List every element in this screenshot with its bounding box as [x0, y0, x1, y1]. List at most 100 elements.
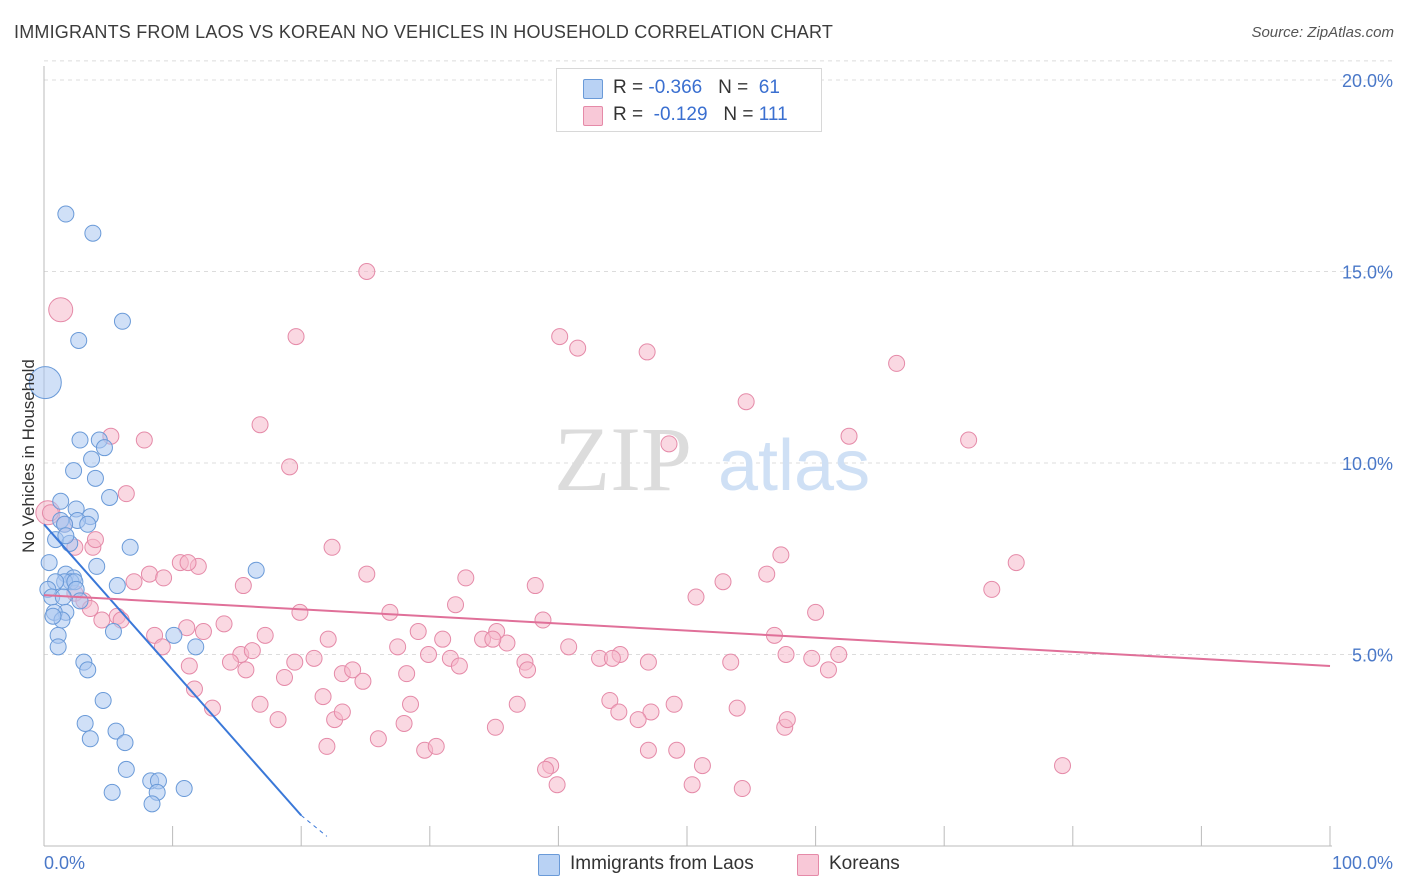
korean-point: [683, 776, 701, 794]
y-tick-label: 10.0%: [1342, 454, 1393, 474]
korean-point: [687, 588, 705, 606]
laos-point: [121, 538, 139, 556]
korean-point: [251, 695, 269, 713]
laos-point: [101, 488, 119, 506]
laos-point: [143, 795, 161, 813]
x-tick-label: 0.0%: [44, 853, 85, 873]
laos-point: [57, 205, 75, 223]
korean-point: [180, 657, 198, 675]
laos-point: [94, 691, 112, 709]
korean-point: [251, 416, 269, 434]
legend-text-laos: R = -0.366 N = 61: [613, 77, 780, 99]
korean-point: [638, 343, 656, 361]
korean-point: [140, 565, 158, 583]
laos-point: [71, 431, 89, 449]
korean-point: [333, 703, 351, 721]
legend: R = -0.366 N = 61 R = -0.129 N = 111: [556, 68, 822, 132]
y-tick-label: 20.0%: [1342, 71, 1393, 91]
legend-r-value: -0.129: [653, 104, 708, 125]
laos-points: [28, 205, 265, 813]
korean-point: [537, 760, 555, 778]
korean-point: [287, 328, 305, 346]
laos-point: [57, 527, 75, 545]
korean-point: [291, 603, 309, 621]
korean-point: [629, 711, 647, 729]
laos-point: [71, 592, 89, 610]
legend-n-label: N =: [723, 104, 759, 125]
korean-point: [660, 435, 678, 453]
korean-point: [358, 263, 376, 280]
korean-point: [194, 623, 212, 641]
korean-point: [155, 569, 173, 587]
korean-point: [642, 703, 660, 721]
source-label: Source: ZipAtlas.com: [1251, 24, 1394, 41]
laos-point: [49, 638, 67, 656]
laos-point: [104, 623, 122, 641]
korean-point: [569, 339, 587, 357]
legend-text-koreans: R = -0.129 N = 111: [613, 104, 788, 126]
laos-point: [81, 730, 99, 748]
laos-point: [70, 331, 88, 349]
korean-point: [803, 649, 821, 667]
korean-trend-line: [43, 594, 1331, 667]
korean-point: [526, 577, 544, 595]
korean-point: [153, 638, 171, 656]
korean-point: [125, 573, 143, 591]
korean-point: [737, 393, 755, 411]
laos-point: [28, 366, 62, 400]
bottom-legend-swatch-laos: [538, 854, 560, 876]
laos-point: [107, 722, 125, 740]
korean-point: [354, 672, 372, 690]
korean-point: [215, 615, 233, 633]
korean-point: [447, 596, 465, 614]
korean-point: [668, 741, 686, 759]
laos-point: [76, 714, 94, 732]
korean-point: [243, 642, 261, 660]
korean-point: [722, 653, 740, 671]
korean-point: [777, 646, 795, 663]
y-axis-label: No Vehicles in Household: [19, 359, 38, 553]
laos-point: [52, 492, 70, 510]
bottom-legend-swatch-koreans: [797, 854, 819, 876]
legend-swatch-koreans: [583, 106, 603, 126]
korean-point: [234, 577, 252, 595]
korean-point: [610, 703, 628, 721]
korean-point: [434, 630, 452, 648]
korean-point: [728, 699, 746, 717]
korean-point: [427, 737, 445, 755]
korean-point: [778, 711, 796, 729]
korean-point: [960, 431, 978, 449]
korean-points: [35, 263, 1072, 798]
laos-point: [113, 312, 131, 330]
laos-point: [117, 760, 135, 778]
laos-point: [44, 607, 62, 625]
laos-point: [175, 780, 193, 798]
tick-labels: 5.0% 10.0% 15.0% 20.0% 0.0% 100.0%: [44, 71, 1393, 873]
watermark-zip: ZIP: [554, 408, 692, 510]
korean-point: [178, 619, 196, 637]
legend-r-label: R =: [613, 104, 649, 125]
korean-point: [389, 638, 407, 656]
korean-point: [323, 538, 341, 556]
laos-point: [40, 554, 58, 572]
korean-point: [269, 711, 287, 729]
korean-point: [534, 611, 552, 629]
korean-point: [807, 603, 825, 621]
korean-point: [305, 649, 323, 667]
korean-point: [758, 565, 776, 583]
bottom-legend-label-koreans: Koreans: [829, 853, 900, 874]
trend-lines: [43, 523, 1331, 837]
laos-point: [84, 224, 102, 242]
korean-point: [398, 665, 416, 683]
legend-n-label: N =: [718, 77, 754, 98]
korean-point: [275, 668, 293, 686]
korean-point: [358, 565, 376, 583]
korean-point: [551, 328, 569, 346]
korean-point: [548, 776, 566, 794]
korean-point: [117, 485, 135, 503]
laos-point: [83, 450, 101, 468]
korean-point: [639, 653, 657, 671]
laos-point: [187, 638, 205, 656]
korean-point: [93, 611, 111, 629]
korean-point: [179, 554, 197, 572]
